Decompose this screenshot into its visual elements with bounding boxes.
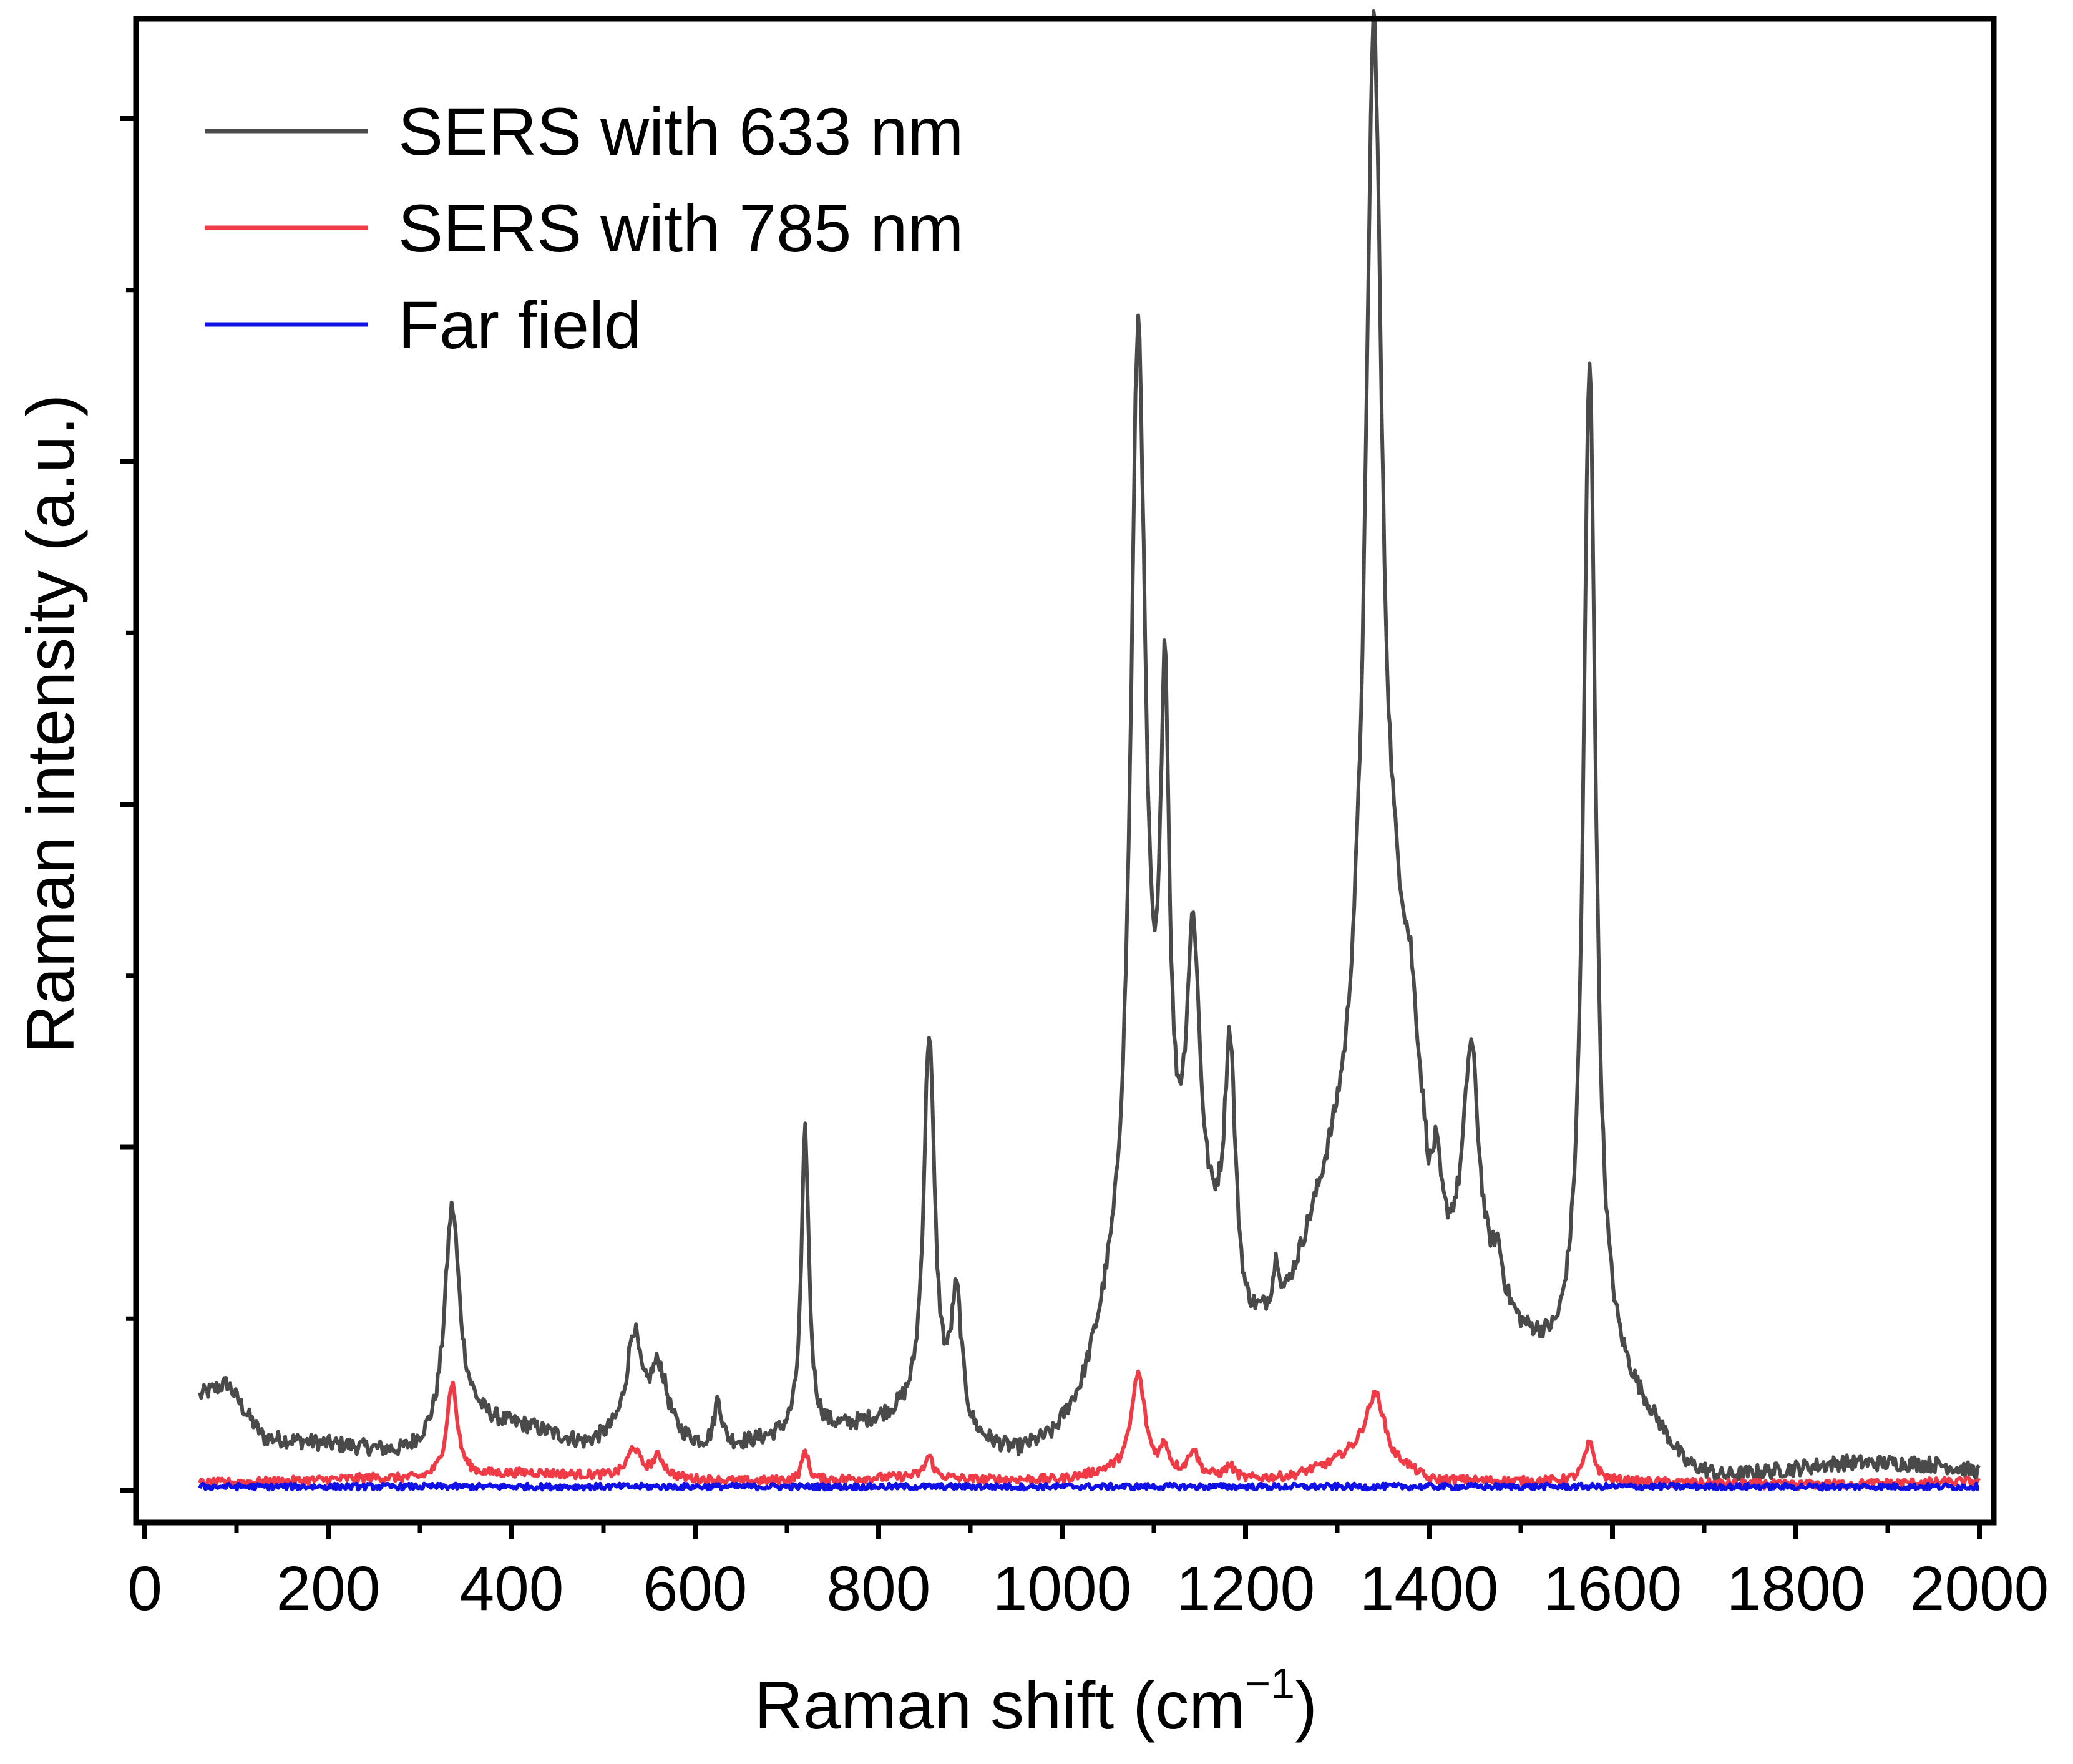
x-tick-label: 1400 bbox=[1360, 1554, 1498, 1624]
series-layer bbox=[198, 9, 1981, 1492]
x-axis-title-superscript: −1 bbox=[1245, 1659, 1295, 1708]
legend-label-2: SERS with 785 nm bbox=[398, 190, 963, 266]
legend: SERS with 633 nm SERS with 785 nm Far fiel… bbox=[205, 94, 963, 363]
x-tick-label: 400 bbox=[460, 1554, 564, 1624]
axes-layer bbox=[133, 16, 1997, 1526]
series-line-2 bbox=[198, 1369, 1981, 1491]
x-tick-label: 600 bbox=[643, 1554, 748, 1624]
x-tick-label: 1000 bbox=[993, 1554, 1131, 1624]
x-tick-label: 800 bbox=[827, 1554, 931, 1624]
plot-frame bbox=[133, 16, 1997, 1526]
legend-label-1: SERS with 633 nm bbox=[398, 94, 963, 169]
x-tick-label: 1600 bbox=[1543, 1554, 1682, 1624]
x-tick-label: 1200 bbox=[1176, 1554, 1315, 1624]
legend-label-3: Far field bbox=[398, 287, 641, 363]
y-axis-title: Raman intensity (a.u.) bbox=[12, 394, 88, 1053]
series-line-1 bbox=[198, 9, 1981, 1483]
x-axis-title: Raman shift (cm−1) bbox=[754, 1659, 1317, 1743]
series-line-3 bbox=[198, 1481, 1980, 1492]
x-tick-label: 1800 bbox=[1727, 1554, 1865, 1624]
x-tick-label: 200 bbox=[276, 1554, 381, 1624]
x-tick-label: 2000 bbox=[1910, 1554, 2049, 1624]
ticks-layer: 0 200 400 600 800 1000 1200 1400 1600 1800 2000 bbox=[120, 116, 2049, 1624]
x-tick-label: 0 bbox=[127, 1554, 162, 1624]
